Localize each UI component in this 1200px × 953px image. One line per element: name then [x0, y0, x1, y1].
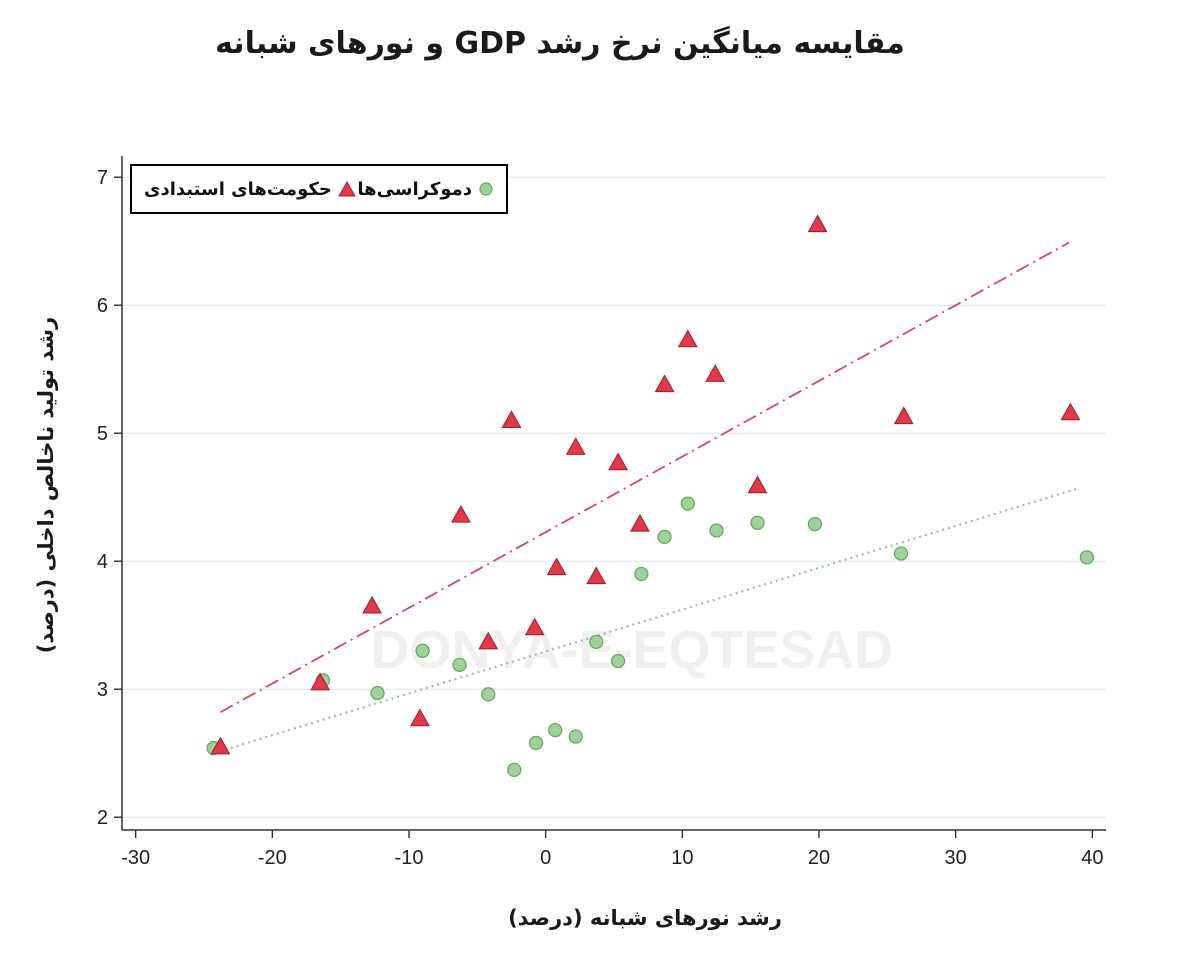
autocracy-point — [893, 406, 914, 425]
trend-lines — [213, 241, 1079, 755]
autocracy-point — [654, 374, 675, 393]
x-tick-label: 40 — [1081, 847, 1103, 869]
autocracy-point — [807, 214, 828, 233]
legend-label-autocracies: حکومت‌های استبدادی — [144, 178, 332, 200]
democracy-point — [481, 687, 496, 702]
democracy-point — [528, 735, 544, 751]
autocracy-point — [747, 475, 768, 494]
x-tick-label: 20 — [808, 847, 830, 869]
democracy-point — [610, 653, 626, 669]
democracy-point — [750, 515, 765, 530]
circle-marker-icon — [479, 182, 493, 196]
autocracy-point — [586, 566, 607, 585]
autocracy-point — [705, 364, 726, 382]
legend-label-democracies: دموکراسی‌ها — [357, 178, 472, 200]
legend: دموکراسی‌ها حکومت‌های استبدادی — [130, 164, 508, 214]
watermark-text: DONYA-E-EQTESAD — [370, 620, 893, 680]
democracy-point — [548, 723, 563, 738]
autocracy-point — [310, 672, 331, 691]
x-tick-label: -20 — [258, 847, 287, 869]
democracy-point — [1079, 550, 1095, 565]
autocracy-point — [546, 557, 567, 576]
democracy-point — [507, 762, 522, 777]
democracy-point — [452, 657, 467, 673]
legend-item-democracies: دموکراسی‌ها — [357, 179, 494, 200]
x-tick-label: -30 — [121, 847, 150, 869]
x-tick-label: 0 — [540, 847, 551, 869]
y-tick-label: 6 — [97, 295, 108, 317]
y-tick-label: 2 — [97, 807, 108, 829]
triangle-marker-icon — [337, 181, 356, 197]
democracy-point — [370, 685, 385, 701]
democracy-point — [893, 546, 909, 561]
x-tick-label: -10 — [395, 847, 424, 869]
autocracy-point — [362, 595, 383, 614]
democracy-point — [807, 516, 823, 532]
y-tick-label: 7 — [97, 167, 108, 189]
democracy-point — [657, 529, 672, 545]
autocracy-point — [524, 617, 545, 636]
autocracy-point — [450, 504, 471, 523]
autocracy-point — [608, 452, 629, 471]
autocracy-point — [677, 329, 698, 348]
democracy-point — [680, 496, 695, 511]
y-axis-label: رشد تولید ناخالص داخلی (درصد) — [34, 316, 58, 654]
axes: 2 3 4 5 6 7 -30 -20 -10 0 10 20 30 40 — [97, 156, 1106, 869]
democracy-point — [634, 566, 649, 582]
autocracy-point — [478, 631, 499, 650]
trend-line-democracies — [213, 487, 1079, 755]
y-tick-label: 4 — [97, 551, 108, 573]
autocracy-point — [210, 736, 231, 755]
x-tick-label: 30 — [945, 847, 967, 869]
democracy-point — [415, 643, 430, 658]
legend-item-autocracies: حکومت‌های استبدادی — [144, 179, 356, 200]
autocracy-point — [630, 513, 650, 532]
autocracy-point — [409, 708, 430, 727]
autocracy-point — [1060, 402, 1081, 421]
democracy-point — [568, 729, 583, 744]
democracy-point — [589, 634, 604, 649]
x-axis-label: رشد نورهای شبانه (درصد) — [508, 906, 782, 930]
data-points — [206, 214, 1095, 777]
y-tick-label: 5 — [97, 423, 108, 445]
watermark: DONYA-E-EQTESAD — [370, 620, 893, 680]
autocracy-point — [501, 410, 522, 428]
x-tick-label: 10 — [671, 847, 693, 869]
y-tick-label: 3 — [97, 679, 108, 701]
autocracy-point — [565, 437, 586, 455]
chart-title: مقایسه میانگین نرخ رشد GDP و نورهای شبان… — [215, 26, 905, 61]
democracy-point — [709, 523, 724, 538]
grid-lines — [122, 176, 1106, 818]
trend-line-autocracies — [219, 241, 1070, 714]
